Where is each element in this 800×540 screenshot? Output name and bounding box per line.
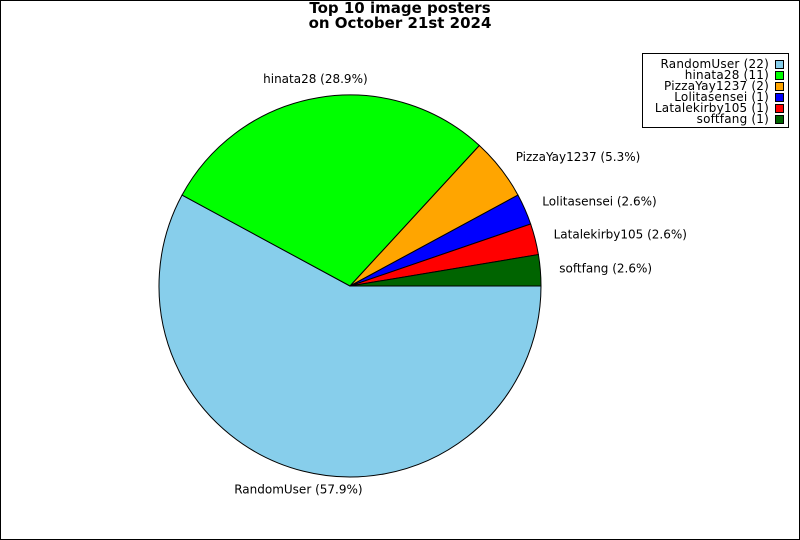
legend: RandomUser (22) hinata28 (11) PizzaYay1237… xyxy=(642,53,789,128)
legend-label: softfang (1) xyxy=(696,112,769,126)
pie-slice-softfang xyxy=(349,253,542,287)
legend-swatch xyxy=(775,115,784,124)
legend-swatch xyxy=(775,93,784,102)
slice-label-pizzayay1237: PizzaYay1237 (5.3%) xyxy=(516,150,641,164)
legend-label: Latalekirby105 (1) xyxy=(654,101,769,115)
legend-item-latalekirby105: Latalekirby105 (1) xyxy=(654,101,788,115)
legend-item-pizzayay1237: PizzaYay1237 (2) xyxy=(664,79,788,93)
chart-title-line-1: Top 10 image posters xyxy=(309,0,491,17)
slice-label-latalekirby105: Latalekirby105 (2.6%) xyxy=(554,227,687,241)
slice-label-lolitasensei: Lolitasensei (2.6%) xyxy=(542,195,656,209)
legend-swatch xyxy=(775,71,784,80)
legend-swatch xyxy=(775,104,784,113)
pie-slice-hinata28 xyxy=(181,94,481,287)
legend-item-hinata28: hinata28 (11) xyxy=(684,68,788,82)
legend-item-lolitasensei: Lolitasensei (1) xyxy=(674,90,788,104)
slice-label-hinata28: hinata28 (28.9%) xyxy=(263,72,368,86)
legend-swatch xyxy=(775,60,784,69)
legend-label: Lolitasensei (1) xyxy=(674,90,769,104)
legend-label: RandomUser (22) xyxy=(660,57,769,71)
legend-label: PizzaYay1237 (2) xyxy=(664,79,769,93)
legend-item-softfang: softfang (1) xyxy=(696,112,788,126)
chart-title: Top 10 image posters on October 21st 202… xyxy=(0,1,800,31)
slice-label-randomuser: RandomUser (57.9%) xyxy=(234,483,362,497)
chart-title-line-2: on October 21st 2024 xyxy=(308,14,492,32)
pie-slice-randomuser xyxy=(158,194,542,478)
legend-swatch xyxy=(775,82,784,91)
legend-item-randomuser: RandomUser (22) xyxy=(660,57,788,71)
legend-label: hinata28 (11) xyxy=(684,68,769,82)
slice-label-softfang: softfang (2.6%) xyxy=(559,262,652,276)
